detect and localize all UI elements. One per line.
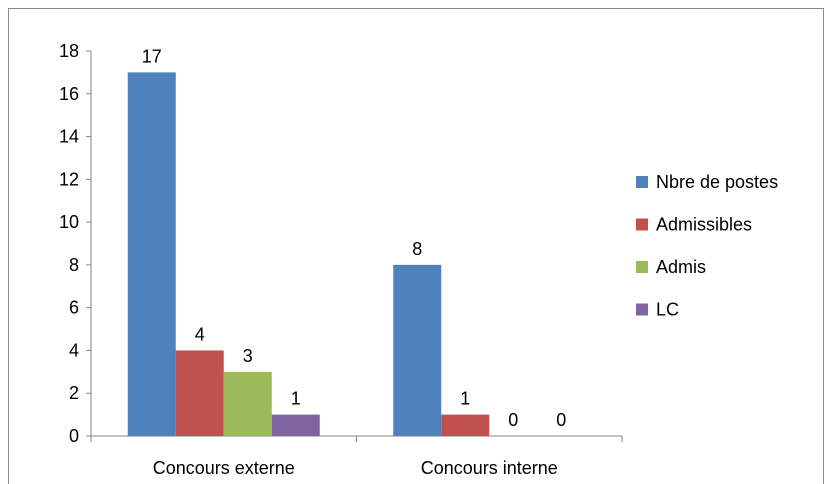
y-tick-label: 16 bbox=[59, 84, 79, 104]
x-category-label: Concours externe bbox=[153, 458, 295, 478]
bar bbox=[175, 350, 224, 436]
legend-label: Admis bbox=[656, 257, 706, 277]
y-tick-label: 4 bbox=[69, 340, 79, 360]
bar bbox=[393, 264, 442, 436]
data-label: 4 bbox=[195, 324, 205, 344]
data-label: 1 bbox=[460, 389, 470, 409]
legend-item: Nbre de postes bbox=[636, 172, 778, 192]
bar bbox=[127, 72, 176, 436]
y-tick-label: 6 bbox=[69, 298, 79, 318]
legend-swatch bbox=[636, 218, 648, 231]
legend-item: Admis bbox=[636, 257, 706, 277]
legend: Nbre de postes Admissibles Admis LC bbox=[636, 172, 778, 320]
legend-swatch bbox=[636, 176, 648, 188]
data-label: 1 bbox=[291, 389, 301, 409]
legend-item: Admissibles bbox=[636, 215, 752, 235]
data-label: 17 bbox=[142, 46, 162, 66]
legend-label: Nbre de postes bbox=[656, 172, 778, 192]
data-labels: 17 4 3 1 8 1 0 0 bbox=[142, 46, 567, 430]
bars bbox=[127, 72, 490, 436]
legend-label: LC bbox=[656, 300, 679, 320]
legend-item: LC bbox=[636, 300, 679, 320]
legend-swatch bbox=[636, 261, 648, 273]
bar bbox=[441, 414, 490, 436]
data-label: 3 bbox=[243, 346, 253, 366]
y-tick-label: 12 bbox=[59, 169, 79, 189]
data-label: 0 bbox=[556, 410, 566, 430]
y-tick-label: 10 bbox=[59, 212, 79, 232]
data-label: 8 bbox=[412, 239, 422, 259]
y-tick-label: 14 bbox=[59, 127, 79, 147]
x-category-label: Concours interne bbox=[421, 458, 558, 478]
y-tick-label: 18 bbox=[59, 41, 79, 61]
y-tick-label: 8 bbox=[69, 255, 79, 275]
legend-label: Admissibles bbox=[656, 215, 752, 235]
y-tick-label: 2 bbox=[69, 383, 79, 403]
bar bbox=[223, 371, 272, 436]
legend-swatch bbox=[636, 303, 648, 316]
bar bbox=[271, 414, 320, 436]
y-tick-label: 0 bbox=[69, 426, 79, 446]
data-label: 0 bbox=[508, 410, 518, 430]
